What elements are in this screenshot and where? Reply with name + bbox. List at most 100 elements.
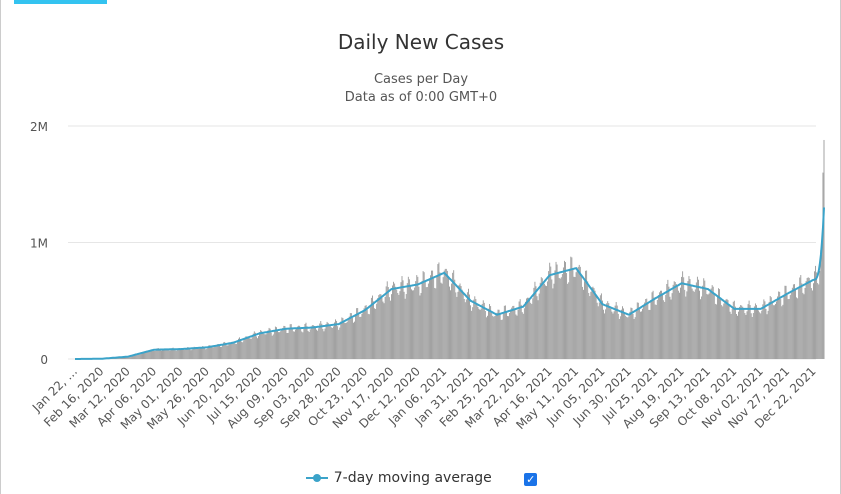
daily-bar [634, 317, 636, 359]
daily-bar [154, 350, 156, 359]
daily-bar [170, 349, 172, 359]
daily-bar [757, 308, 758, 359]
daily-bar [554, 270, 556, 359]
daily-bar [331, 327, 333, 359]
daily-bar [367, 313, 369, 359]
daily-bar [568, 282, 570, 359]
daily-bar [245, 336, 247, 359]
daily-bar [723, 303, 725, 359]
daily-bar [558, 277, 560, 359]
daily-bar [481, 303, 483, 359]
daily-bar [444, 268, 446, 359]
daily-bar [166, 348, 168, 359]
daily-bar [162, 349, 163, 359]
daily-bar [374, 308, 376, 359]
daily-bar [364, 305, 366, 359]
daily-bar [580, 275, 582, 359]
daily-bar [553, 283, 555, 359]
daily-bar [239, 337, 240, 359]
daily-bar [185, 349, 187, 359]
daily-bar [787, 299, 789, 359]
daily-bar [196, 348, 198, 359]
daily-bar [201, 347, 202, 359]
daily-bar [208, 345, 210, 359]
daily-bar [707, 294, 709, 359]
daily-bar [674, 282, 676, 359]
daily-bar [595, 295, 597, 359]
daily-bar [488, 308, 489, 359]
daily-bar [817, 283, 819, 359]
daily-bar [726, 298, 728, 359]
daily-bar [317, 330, 319, 359]
daily-bar [132, 355, 134, 359]
daily-bar [650, 301, 652, 359]
daily-bar [285, 329, 287, 359]
daily-bar [247, 336, 249, 359]
daily-bar [135, 353, 137, 359]
chart-subtitle-2: Data as of 0:00 GMT+0 [345, 90, 497, 105]
daily-bar [597, 306, 599, 359]
daily-bar [651, 292, 653, 359]
daily-bar [662, 294, 664, 359]
daily-bar [728, 305, 730, 359]
daily-bar [300, 328, 302, 359]
daily-bar [550, 266, 552, 359]
daily-bar [786, 293, 788, 359]
daily-bar [624, 312, 626, 359]
daily-bar [710, 288, 712, 359]
daily-bar [810, 288, 812, 359]
daily-bar [530, 302, 532, 359]
daily-bar [725, 299, 727, 359]
daily-bar [416, 275, 418, 359]
daily-bar [747, 304, 749, 359]
daily-bar [424, 280, 426, 359]
daily-bar [232, 341, 234, 359]
daily-bar [522, 313, 524, 359]
daily-bar [128, 356, 130, 359]
legend-label: 7-day moving average [333, 470, 492, 486]
daily-bar [354, 321, 355, 359]
daily-bar [274, 326, 276, 359]
daily-bar [683, 277, 685, 359]
daily-bar [226, 345, 228, 359]
daily-bar [572, 268, 574, 359]
daily-bar [520, 304, 522, 359]
daily-bar [552, 288, 554, 359]
daily-bar [439, 272, 441, 359]
daily-bar [797, 298, 799, 359]
daily-bar [575, 272, 577, 359]
daily-bar [169, 350, 171, 359]
daily-bar [190, 350, 192, 359]
daily-bar [193, 346, 195, 359]
daily-bar [155, 349, 157, 359]
daily-bar [734, 306, 736, 359]
daily-bar [567, 283, 569, 359]
daily-bar [484, 310, 486, 359]
daily-bar [123, 357, 124, 359]
daily-bar [536, 296, 538, 359]
daily-bar [427, 283, 429, 359]
legend-item-moving-average[interactable]: 7-day moving average [305, 470, 492, 486]
daily-bar [800, 275, 802, 359]
daily-bar [796, 297, 798, 359]
daily-bar [802, 292, 804, 359]
daily-bar [737, 315, 738, 359]
daily-bar [362, 310, 364, 359]
daily-bar [280, 331, 282, 359]
daily-bar [644, 302, 646, 359]
daily-bar [385, 286, 387, 359]
daily-bar [792, 284, 794, 359]
daily-bar [693, 291, 695, 359]
daily-bar [337, 326, 339, 359]
daily-bar [767, 310, 769, 359]
daily-bar [712, 286, 714, 359]
daily-bar [607, 301, 609, 359]
daily-bar [658, 292, 660, 359]
daily-bar [613, 311, 615, 359]
legend-checkbox[interactable]: ✓ [524, 472, 538, 486]
daily-bar [692, 290, 694, 359]
daily-bar [490, 306, 492, 359]
daily-bar [505, 310, 507, 359]
daily-bar [382, 301, 384, 359]
daily-bar [735, 313, 737, 359]
